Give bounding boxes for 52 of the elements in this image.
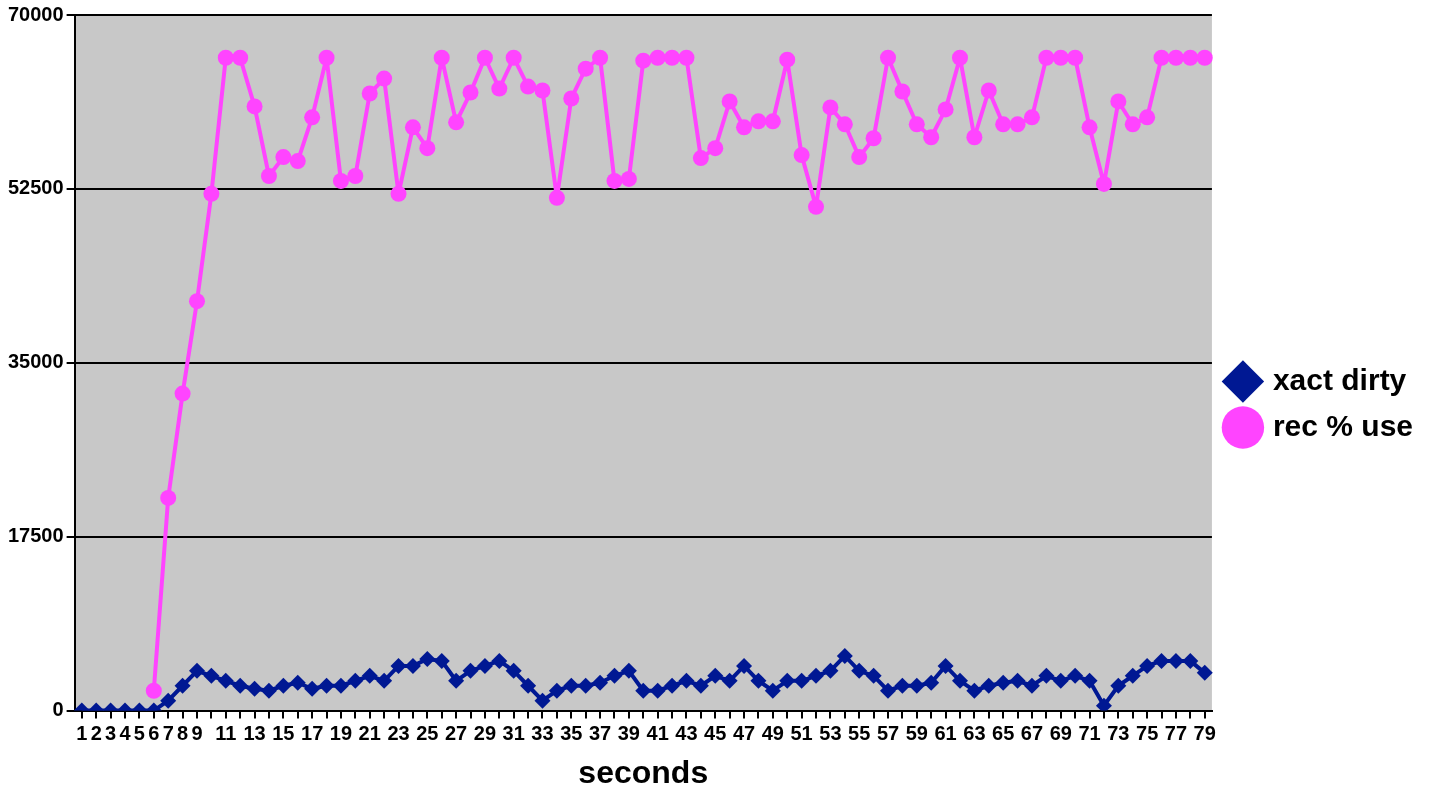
x-tick-label: 73 — [1107, 722, 1130, 745]
x-tick-label: 3 — [105, 722, 117, 745]
x-tick-label: 51 — [790, 722, 813, 745]
x-tick-label: 17 — [301, 722, 324, 745]
x-tick-label: 19 — [329, 722, 353, 745]
x-tick-label: 79 — [1193, 722, 1216, 745]
x-tick-label: 61 — [934, 722, 957, 745]
x-tick-label: 39 — [617, 722, 640, 745]
x-tick-label: 75 — [1136, 722, 1159, 745]
x-tick-label: 23 — [387, 722, 410, 745]
x-tick-label: 5 — [133, 722, 145, 745]
x-tick-label: 25 — [416, 722, 439, 745]
x-tick-label: 8 — [177, 722, 189, 745]
y-tick-label: 70000 — [7, 2, 64, 25]
x-tick-label: 59 — [905, 722, 928, 745]
x-tick-label: 67 — [1020, 722, 1044, 745]
x-tick-label: 57 — [876, 722, 900, 745]
x-tick-label: 35 — [560, 722, 583, 745]
x-tick-label: 13 — [243, 722, 266, 745]
y-tick-label: 0 — [52, 698, 64, 721]
x-tick-label: 63 — [963, 722, 986, 745]
x-tick-label: 1 — [76, 722, 88, 745]
x-tick-label: 2 — [90, 722, 102, 745]
x-axis-title: seconds — [578, 753, 709, 790]
x-tick-label: 41 — [646, 722, 669, 745]
y-tick-label: 17500 — [7, 524, 64, 547]
x-tick-label: 55 — [848, 722, 871, 745]
x-tick-label: 4 — [119, 722, 132, 745]
x-tick-label: 65 — [992, 722, 1015, 745]
y-tick-label: 52500 — [7, 176, 64, 199]
legend-label: rec % use — [1272, 408, 1414, 442]
x-tick-label: 37 — [588, 722, 612, 745]
x-tick-label: 33 — [531, 722, 554, 745]
x-tick-label: 45 — [704, 722, 727, 745]
x-tick-label: 27 — [444, 722, 468, 745]
x-tick-label: 6 — [148, 722, 160, 745]
x-tick-label: 77 — [1164, 722, 1188, 745]
x-tick-label: 15 — [272, 722, 295, 745]
legend-label: xact dirty — [1272, 362, 1407, 396]
x-tick-label: 21 — [358, 722, 381, 745]
x-tick-label: 43 — [675, 722, 698, 745]
x-tick-label: 7 — [162, 722, 174, 745]
x-tick-label: 47 — [732, 722, 756, 745]
x-tick-label: 31 — [502, 722, 525, 745]
x-tick-label: 49 — [761, 722, 784, 745]
x-tick-label: 9 — [191, 722, 203, 745]
x-tick-label: 53 — [819, 722, 842, 745]
x-tick-label: 71 — [1078, 722, 1101, 745]
y-tick-label: 35000 — [7, 350, 64, 373]
x-tick-label: 29 — [473, 722, 497, 745]
x-tick-label: 69 — [1049, 722, 1072, 745]
x-tick-label: 11 — [215, 722, 237, 745]
